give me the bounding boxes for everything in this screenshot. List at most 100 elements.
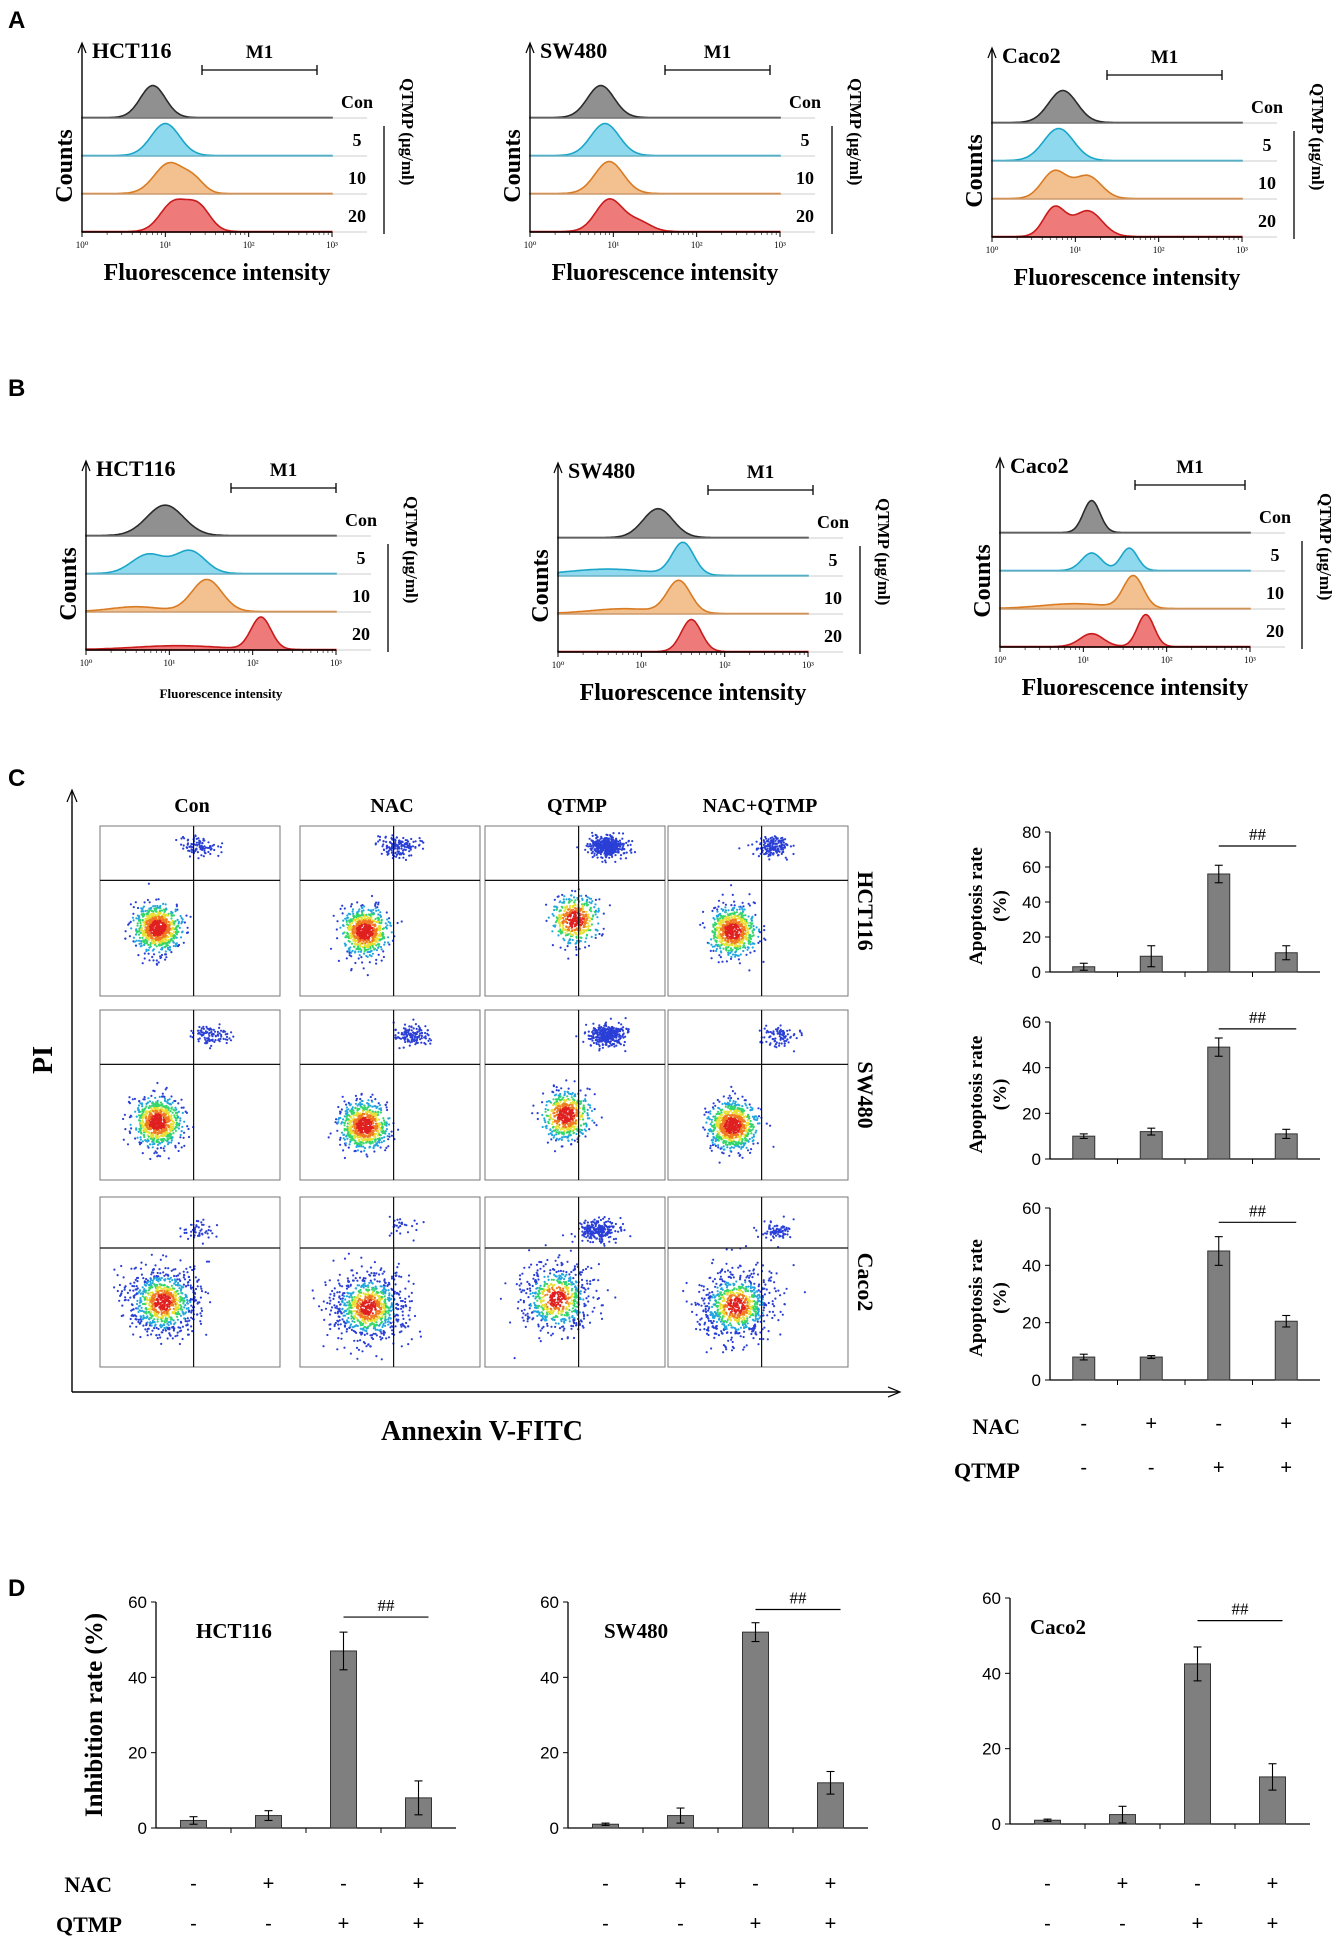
scatter-point — [388, 917, 391, 920]
scatter-point — [570, 899, 573, 902]
x-tick-label: 10¹ — [1069, 245, 1081, 255]
scatter-point — [758, 940, 762, 943]
scatter-point — [713, 907, 716, 910]
scatter-point — [363, 921, 366, 924]
scatter-point — [566, 915, 569, 918]
scatter-point — [792, 844, 795, 847]
scatter-point — [195, 837, 198, 840]
scatter-point — [576, 846, 579, 849]
scatter-point — [182, 844, 185, 847]
scatter-point — [360, 935, 363, 938]
scatter-point — [374, 931, 377, 934]
scatter-point — [717, 905, 720, 908]
scatter-point — [556, 895, 559, 898]
scatter-point — [164, 1110, 167, 1114]
scatter-point — [567, 908, 570, 911]
scatter-point — [594, 903, 597, 906]
scatter-point — [379, 915, 382, 918]
scatter-point — [228, 1037, 231, 1040]
scatter-point — [614, 845, 617, 848]
scatter-point — [189, 915, 192, 918]
y-axis-label: Counts — [56, 547, 82, 620]
scatter-point — [584, 946, 587, 949]
x-tick-label: 10² — [1153, 245, 1165, 255]
scatter-point — [375, 962, 378, 965]
scatter-point — [210, 1039, 213, 1042]
scatter-point — [163, 1114, 166, 1117]
scatter-point — [598, 898, 601, 901]
scatter-point — [179, 1117, 182, 1120]
scatter-point — [596, 856, 599, 859]
scatter-point — [132, 936, 135, 939]
scatter-point — [710, 938, 713, 941]
scatter-point — [784, 856, 787, 859]
histogram-row-label: 5 — [801, 130, 810, 150]
scatter-point — [172, 944, 175, 948]
scatter-point — [161, 909, 164, 912]
scatter-point — [611, 843, 614, 846]
y-axis-arrow — [81, 459, 91, 472]
scatter-point — [145, 1102, 148, 1105]
scatter-point — [777, 853, 780, 857]
histogram-row-label: 10 — [796, 168, 814, 188]
scatter-point — [159, 1114, 162, 1117]
scatter-point — [630, 851, 633, 854]
scatter-point — [377, 918, 380, 921]
scatter-point — [563, 895, 566, 898]
scatter-point — [152, 905, 155, 908]
scatter-point — [203, 849, 206, 852]
scatter-point — [147, 943, 150, 946]
scatter-point — [726, 922, 729, 925]
scatter-point — [185, 1111, 188, 1114]
scatter-point — [575, 921, 578, 924]
scatter-point — [155, 1111, 158, 1114]
scatter-point — [137, 1104, 140, 1107]
scatter-point — [566, 945, 569, 948]
scatter-point — [361, 913, 364, 916]
scatter-point — [204, 852, 207, 855]
scatter-point — [712, 934, 715, 937]
scatter-point — [350, 942, 354, 945]
scatter-point — [211, 1032, 214, 1035]
scatter-point — [378, 929, 381, 932]
scatter-point — [175, 1123, 178, 1126]
scatter-point — [169, 948, 172, 951]
scatter-point — [361, 911, 364, 914]
scatter-point — [729, 957, 733, 960]
scatter-point — [387, 1145, 390, 1148]
scatter-point — [781, 851, 784, 854]
scatter-point — [773, 835, 776, 838]
scatter-point — [781, 836, 784, 839]
scatter-point — [217, 845, 220, 848]
scatter-point — [389, 921, 392, 925]
scatter-point — [147, 922, 150, 925]
scatter-point — [165, 944, 168, 947]
scatter-point — [134, 901, 137, 904]
scatter-point — [143, 1098, 146, 1101]
cell-title: Caco2 — [1002, 43, 1061, 68]
scatter-point — [155, 962, 158, 965]
scatter-point — [162, 1134, 165, 1137]
scatter-point — [162, 1112, 165, 1115]
histogram-row-label: Con — [789, 92, 821, 112]
scatter-point — [157, 936, 160, 939]
scatter-point — [140, 1103, 144, 1106]
scatter-point — [751, 915, 754, 918]
scatter-point — [221, 842, 224, 845]
scatter-point — [172, 931, 175, 934]
scatter-point — [779, 841, 782, 844]
scatter-point — [351, 921, 354, 924]
scatter-point — [174, 945, 177, 948]
scatter-point — [584, 894, 588, 897]
scatter-point — [601, 933, 604, 936]
histogram-trace-con — [85, 504, 337, 537]
scatter-point — [362, 939, 365, 943]
scatter-point — [593, 852, 596, 855]
scatter-point — [344, 944, 347, 947]
histogram-trace-20 — [85, 616, 337, 651]
scatter-point — [157, 911, 160, 915]
scatter-point — [198, 843, 201, 846]
histogram-trace-20 — [557, 618, 809, 653]
scatter-point — [139, 1122, 142, 1125]
y-axis-arrow — [987, 46, 997, 59]
